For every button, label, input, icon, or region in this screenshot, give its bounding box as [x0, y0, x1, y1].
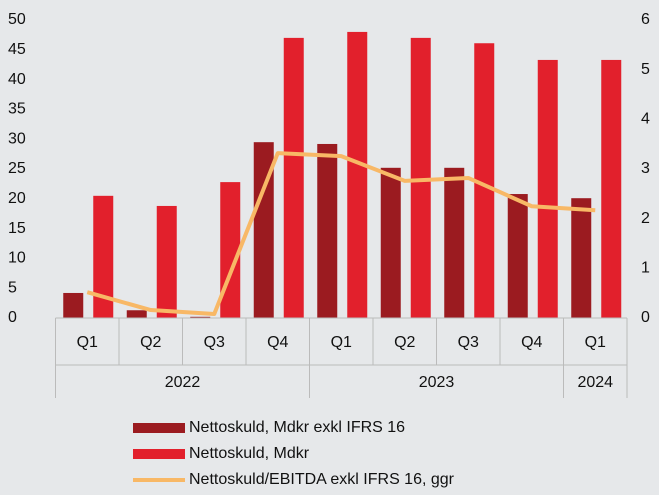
bar: [93, 195, 114, 318]
y2-tick-label: 1: [641, 260, 650, 277]
x-tick-label: Q4: [267, 334, 288, 351]
bar: [601, 59, 622, 318]
legend-label: Nettoskuld/EBITDA exkl IFRS 16, ggr: [189, 471, 455, 488]
legend-label: Nettoskuld, Mdkr: [189, 445, 310, 462]
y-tick-label: 50: [8, 11, 26, 28]
bar: [283, 37, 304, 318]
y2-tick-label: 4: [641, 111, 650, 128]
bar: [220, 182, 241, 318]
legend-swatch: [133, 423, 185, 433]
y-tick-label: 15: [8, 220, 26, 237]
x-tick-label: Q4: [521, 334, 542, 351]
group-label: 2023: [419, 374, 455, 391]
bar: [347, 31, 368, 318]
x-tick-label: Q2: [394, 334, 415, 351]
bar: [253, 142, 274, 318]
bar: [571, 198, 592, 318]
group-label: 2022: [165, 374, 201, 391]
legend-swatch: [133, 449, 185, 459]
x-tick-label: Q1: [77, 334, 98, 351]
y-tick-label: 40: [8, 71, 26, 88]
y2-tick-label: 5: [641, 61, 650, 78]
y-tick-label: 5: [8, 279, 17, 296]
bar: [126, 310, 147, 318]
bar: [444, 167, 465, 318]
x-tick-label: Q1: [585, 334, 606, 351]
bar: [537, 59, 558, 318]
y-tick-label: 10: [8, 250, 26, 267]
y-tick-label: 0: [8, 309, 17, 326]
bar: [507, 194, 528, 318]
x-tick-label: Q2: [140, 334, 161, 351]
y2-tick-label: 3: [641, 160, 650, 177]
y-tick-label: 35: [8, 101, 26, 118]
bar: [190, 316, 211, 318]
bar: [63, 292, 84, 318]
y-tick-label: 25: [8, 160, 26, 177]
x-tick-label: Q3: [204, 334, 225, 351]
bar: [474, 43, 495, 319]
x-tick-label: Q3: [458, 334, 479, 351]
group-label: 2024: [577, 374, 613, 391]
y-tick-label: 45: [8, 41, 26, 58]
bar: [380, 167, 401, 318]
y2-tick-label: 0: [641, 309, 650, 326]
x-tick-label: Q1: [331, 334, 352, 351]
y2-tick-label: 2: [641, 210, 650, 227]
bar: [410, 37, 431, 318]
line: [86, 151, 596, 317]
y-tick-label: 20: [8, 190, 26, 207]
bar: [317, 143, 338, 318]
bar: [156, 205, 177, 318]
legend-label: Nettoskuld, Mdkr exkl IFRS 16: [189, 419, 405, 436]
y-tick-label: 30: [8, 130, 26, 147]
y2-tick-label: 6: [641, 11, 650, 28]
